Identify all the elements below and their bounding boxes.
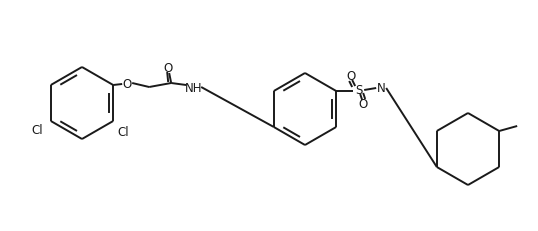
Text: NH: NH: [185, 81, 202, 94]
Text: O: O: [358, 98, 368, 111]
Text: N: N: [377, 82, 386, 95]
Text: O: O: [346, 70, 356, 83]
Text: O: O: [123, 77, 132, 90]
Text: S: S: [356, 84, 363, 97]
Text: Cl: Cl: [117, 125, 129, 138]
Text: O: O: [164, 61, 173, 74]
Text: Cl: Cl: [31, 123, 43, 137]
